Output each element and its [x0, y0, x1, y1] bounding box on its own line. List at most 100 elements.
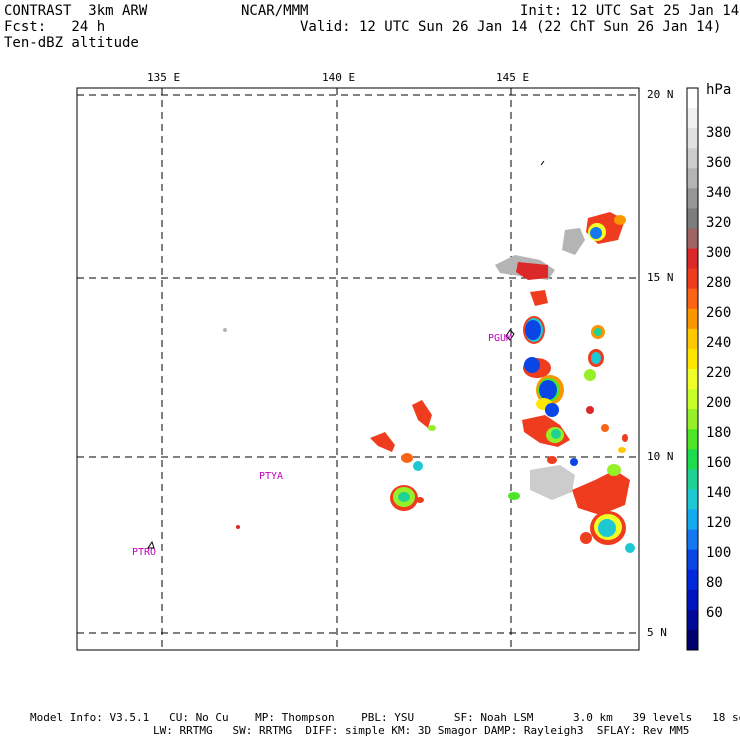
echo-cell: [580, 532, 592, 544]
echo-cell: [545, 403, 559, 417]
island-mark: [540, 160, 545, 166]
field-name: Ten-dBZ altitude: [4, 35, 139, 51]
colorbar-swatch: [687, 369, 698, 390]
echo-cell: [562, 228, 585, 255]
colorbar-label: 360: [706, 155, 732, 171]
colorbar-swatch: [687, 629, 698, 651]
colorbar-swatch: [687, 348, 698, 370]
colorbar-swatch: [687, 609, 698, 631]
echo-cell: [236, 525, 240, 529]
echo-cell: [370, 432, 395, 452]
echo-cells: [223, 212, 635, 553]
echo-cell: [413, 461, 423, 471]
echo-cell: [607, 464, 621, 476]
institution-label: NCAR/MMM: [241, 3, 309, 19]
echo-cell: [551, 429, 561, 439]
colorbar-swatch: [687, 328, 698, 350]
forecast-hour: Fcst: 24 h: [4, 19, 106, 35]
echo-cell: [398, 492, 410, 502]
colorbar-label: 260: [706, 305, 732, 321]
echo-cell: [594, 328, 602, 336]
station-label-ptya: PTYA: [259, 471, 284, 482]
colorbar-swatch: [687, 248, 698, 270]
echo-cell: [416, 497, 424, 503]
colorbar-swatch: [687, 449, 698, 470]
palau-island: [147, 540, 155, 549]
colorbar-swatch: [687, 429, 698, 450]
echo-cell: [401, 453, 413, 463]
colorbar-swatch: [687, 409, 698, 430]
station-label-pgum: PGUM: [488, 333, 513, 344]
colorbar-label: 320: [706, 215, 732, 231]
lat-label-10n: 10 N: [647, 450, 674, 463]
echo-cell: [625, 543, 635, 553]
colorbar-swatch: [687, 389, 698, 410]
station-label-ptro: PTRO: [132, 547, 157, 558]
model-info-line2: LW: RRTMG SW: RRTMG DIFF: simple KM: 3D …: [153, 724, 690, 737]
colorbar-label: 80: [706, 575, 723, 591]
colorbar-swatch: [687, 208, 698, 229]
colorbar-label: 60: [706, 605, 723, 621]
colorbar-swatch: [687, 228, 698, 250]
colorbar-swatch: [687, 128, 698, 149]
colorbar-swatch: [687, 88, 698, 109]
colorbar-label: 240: [706, 335, 732, 351]
echo-cell: [524, 357, 540, 373]
echo-cell: [530, 290, 548, 306]
model-info-line1: Model Info: V3.5.1 CU: No Cu MP: Thompso…: [30, 711, 740, 724]
colorbar-label: 280: [706, 275, 732, 291]
echo-cell: [539, 380, 557, 400]
echo-cell: [412, 400, 432, 428]
echo-cell: [508, 492, 520, 500]
lon-label-145e: 145 E: [496, 71, 530, 84]
colorbar-unit: hPa: [706, 82, 732, 98]
guam-island: [505, 329, 515, 341]
colorbar-swatch: [687, 489, 698, 510]
echo-cell: [591, 352, 601, 364]
colorbar-swatch: [687, 148, 698, 169]
colorbar-swatch: [687, 529, 698, 551]
model-title: CONTRAST 3km ARW: [4, 3, 148, 19]
echo-cell: [586, 406, 594, 414]
colorbar-label: 140: [706, 485, 732, 501]
echo-cell: [601, 424, 609, 432]
colorbar-label: 120: [706, 515, 732, 531]
echo-cell: [516, 262, 548, 280]
echo-cell: [428, 425, 436, 431]
echo-cell: [570, 458, 578, 466]
echo-cell: [525, 320, 541, 340]
valid-time: Valid: 12 UTC Sun 26 Jan 14 (22 ChT Sun …: [300, 19, 722, 35]
colorbar-frame: [686, 87, 699, 651]
colorbar-swatch: [687, 308, 698, 330]
lat-label-20n: 20 N: [647, 88, 674, 101]
colorbar-swatch: [687, 469, 698, 490]
colorbar-swatch: [687, 509, 698, 531]
colorbar-swatch: [687, 589, 698, 611]
echo-cell: [598, 519, 616, 537]
colorbar: [687, 88, 698, 651]
colorbar-swatch: [687, 268, 698, 290]
colorbar-swatch: [687, 108, 698, 129]
colorbar-label: 100: [706, 545, 732, 561]
init-time: Init: 12 UTC Sat 25 Jan 14: [520, 3, 740, 19]
lat-label-5n: 5 N: [647, 626, 667, 639]
colorbar-swatch: [687, 288, 698, 310]
echo-cell: [572, 470, 630, 515]
colorbar-label: 300: [706, 245, 732, 261]
colorbar-label: 220: [706, 365, 732, 381]
colorbar-label: 200: [706, 395, 732, 411]
lon-label-140e: 140 E: [322, 71, 356, 84]
echo-cell: [590, 227, 602, 239]
colorbar-label: 160: [706, 455, 732, 471]
colorbar-swatch: [687, 549, 698, 571]
colorbar-label: 380: [706, 125, 732, 141]
colorbar-swatch: [687, 168, 698, 189]
echo-cell: [618, 447, 626, 453]
colorbar-label: 180: [706, 425, 732, 441]
echo-cell: [530, 465, 575, 500]
lon-label-135e: 135 E: [147, 71, 181, 84]
echo-cell: [614, 215, 626, 225]
colorbar-label: 340: [706, 185, 732, 201]
colorbar-swatch: [687, 188, 698, 209]
